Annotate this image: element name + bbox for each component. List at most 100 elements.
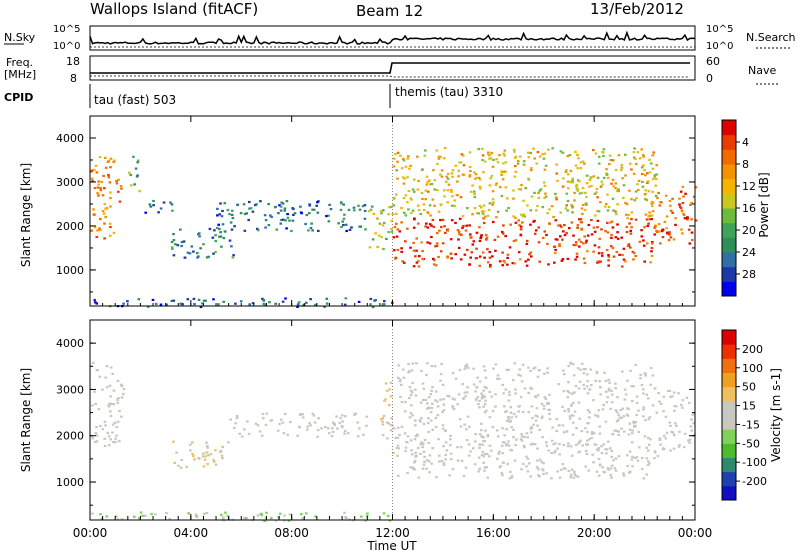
echo-cell [235,414,239,418]
echo-cell [593,244,597,247]
echo-cell [500,444,504,447]
echo-cell [434,245,437,248]
nsky-trace [89,30,696,45]
echo-cell [198,235,201,238]
colorbar-swatch [722,178,736,194]
echo-cell [568,154,572,157]
echo-cell [425,183,428,186]
echo-cell [512,412,516,415]
echo-cell [109,410,112,413]
echo-cell [555,198,558,201]
echo-cell [451,406,455,409]
echo-cell [569,445,573,448]
echo-cell [624,260,627,263]
nave-label: Nave [748,64,776,77]
echo-cell [584,443,588,446]
echo-cell [361,205,365,208]
echo-cell [444,231,447,234]
echo-cell [605,452,608,455]
echo-cell [430,364,434,368]
echo-cell [401,368,405,371]
echo-cell [507,415,510,419]
echo-cell [548,418,552,421]
echo-cell [630,441,634,444]
echo-cell [528,253,531,256]
echo-cell [414,435,418,438]
echo-cell [242,203,246,206]
echo-cell [305,512,308,515]
echo-cell [279,222,283,225]
echo-cell [94,402,97,405]
echo-cell [506,443,509,446]
echo-cell [579,439,582,442]
echo-cell [532,423,535,426]
echo-cell [642,392,645,395]
echo-cell [407,208,410,211]
echo-cell [618,253,621,256]
echo-cell [409,389,413,392]
echo-cell [99,513,102,516]
echo-cell [622,247,626,250]
echo-cell [483,466,487,469]
echo-cell [507,207,510,210]
echo-cell [520,213,523,216]
echo-cell [603,371,606,374]
echo-cell [481,394,485,397]
echo-cell [180,244,183,248]
frequency-panel-frame [89,55,696,81]
echo-cell [592,399,595,402]
echo-cell [105,365,109,368]
echo-cell [690,231,694,234]
echo-cell [424,225,427,228]
echo-cell [530,195,534,198]
echo-cell [571,433,575,436]
echo-cell [681,201,685,205]
echo-cell [673,405,676,408]
echo-cell [219,513,223,516]
x-tick-label: 08:00 [274,526,309,540]
echo-cell [458,418,462,421]
echo-cell [236,203,239,206]
echo-cell [478,255,482,258]
echo-cell [596,219,600,222]
echo-cell [562,390,566,393]
echo-cell [444,453,448,457]
echo-cell [429,214,432,217]
echo-cell [472,383,476,386]
echo-cell [607,440,610,443]
echo-cell [291,219,295,222]
echo-cell [620,169,623,172]
echo-cell [388,206,391,209]
echo-cell [311,208,314,211]
echo-cell [615,250,619,254]
echo-cell [216,207,219,210]
echo-cell [149,205,153,208]
echo-cell [480,397,484,400]
echo-cell [664,415,668,418]
echo-cell [483,403,487,406]
echo-cell [389,395,393,398]
echo-cell [573,410,577,413]
echo-cell [198,457,201,460]
echo-cell [491,201,495,204]
echo-cell [560,225,563,229]
echo-cell [230,213,234,216]
echo-cell [664,437,667,440]
echo-cell [491,203,494,206]
colorbar-tick-label: -50 [742,437,760,450]
echo-cell [415,362,418,365]
echo-cell [491,190,495,193]
echo-cell [436,162,439,165]
echo-cell [484,429,487,432]
echo-cell [436,232,439,235]
echo-cell [447,183,451,186]
freq-tick-bottom: 8 [70,72,77,85]
freq-tick-top: 18 [66,55,80,68]
echo-cell [458,368,462,372]
echo-cell [267,224,271,227]
echo-cell [610,236,613,239]
echo-cell [341,420,344,423]
echo-cell [429,393,433,396]
echo-cell [159,207,163,210]
echo-cell [567,364,570,368]
